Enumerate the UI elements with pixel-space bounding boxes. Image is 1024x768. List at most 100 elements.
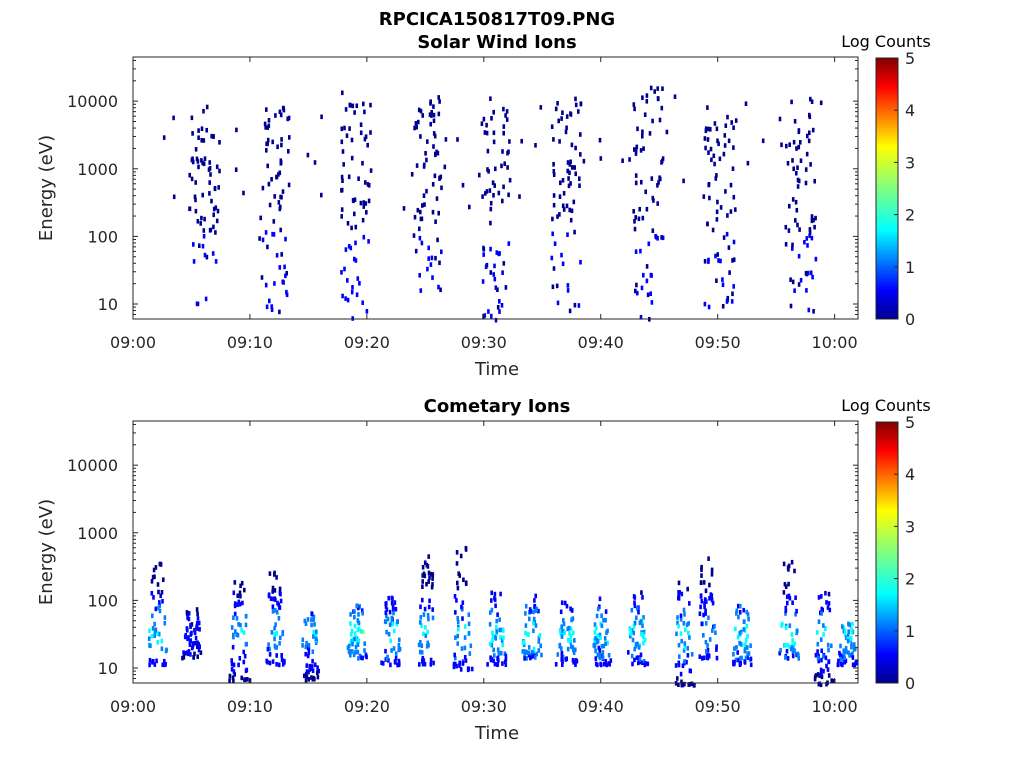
heatmap-cell	[240, 628, 243, 633]
heatmap-cell	[194, 208, 198, 214]
heatmap-cell	[784, 611, 787, 616]
heatmap-cell	[645, 206, 649, 212]
heatmap-cell	[273, 194, 276, 199]
heatmap-cell	[485, 122, 488, 128]
heatmap-cell	[202, 138, 206, 143]
heatmap-cell	[467, 612, 471, 617]
heatmap-cell	[827, 673, 831, 678]
heatmap-cell	[384, 601, 387, 607]
heatmap-cell	[601, 650, 605, 655]
heatmap-cell	[706, 647, 710, 653]
heatmap-cell	[715, 173, 718, 178]
heatmap-cell	[521, 640, 525, 646]
heatmap-cell	[634, 180, 638, 186]
heatmap-cell	[708, 637, 712, 642]
heatmap-cell	[704, 639, 708, 645]
heatmap-cell	[843, 655, 846, 660]
heatmap-cell	[314, 640, 318, 645]
heatmap-cell	[676, 620, 679, 626]
heatmap-cell	[593, 644, 597, 649]
heatmap-cell	[714, 176, 718, 181]
heatmap-cell	[678, 654, 681, 659]
heatmap-cell	[232, 615, 235, 620]
heatmap-cell	[502, 124, 506, 129]
heatmap-cell	[266, 163, 269, 169]
heatmap-cell	[498, 309, 501, 314]
heatmap-cell	[238, 656, 242, 661]
heatmap-cell	[560, 600, 564, 605]
heatmap-cell	[556, 300, 560, 306]
heatmap-cell	[784, 242, 788, 247]
heatmap-cell	[679, 631, 683, 636]
heatmap-cell	[632, 594, 636, 599]
heatmap-cell	[594, 625, 598, 631]
heatmap-cell	[550, 124, 554, 129]
heatmap-cell	[842, 648, 845, 653]
heatmap-cell	[356, 276, 360, 281]
heatmap-cell	[719, 258, 722, 264]
heatmap-cell	[791, 246, 794, 251]
heatmap-cell	[706, 105, 709, 110]
heatmap-cell	[848, 653, 851, 658]
heatmap-cell	[795, 170, 798, 176]
heatmap-cell	[490, 607, 494, 613]
heatmap-cell	[392, 628, 396, 634]
heatmap-cell	[675, 631, 678, 637]
axis-ticks: 09:00 09:10 09:20 09:30 09:40 09:50 10:0010100…	[67, 421, 858, 716]
heatmap-cell	[287, 149, 290, 154]
heatmap-cell	[194, 635, 198, 641]
heatmap-cell	[461, 600, 465, 605]
heatmap-cell	[340, 139, 344, 145]
heatmap-cell	[651, 228, 655, 233]
heatmap-cell	[194, 180, 197, 185]
heatmap-cell	[632, 209, 635, 214]
heatmap-cell	[735, 608, 739, 614]
heatmap-cell	[487, 169, 490, 174]
heatmap-cell	[388, 609, 392, 615]
heatmap-cell	[419, 108, 423, 114]
heatmap-cell	[205, 104, 209, 110]
heatmap-cell	[440, 249, 443, 255]
heatmap-cell	[786, 656, 790, 661]
heatmap-cell	[267, 123, 271, 129]
heatmap-cell	[841, 654, 844, 659]
heatmap-cell	[429, 262, 433, 267]
heatmap-cell	[160, 638, 164, 644]
heatmap-cell	[554, 106, 558, 112]
heatmap-cell	[384, 604, 388, 609]
heatmap-cell	[700, 573, 703, 578]
heatmap-cell	[721, 277, 724, 282]
heatmap-cell	[609, 658, 613, 663]
heatmap-cell	[305, 640, 308, 646]
heatmap-cell	[684, 627, 687, 632]
heatmap-cell	[456, 580, 459, 586]
heatmap-cell	[805, 236, 809, 241]
heatmap-cell	[159, 562, 163, 567]
heatmap-cell	[840, 662, 844, 668]
heatmap-cell	[148, 657, 152, 663]
heatmap-cell	[747, 651, 751, 656]
heatmap-cell	[646, 661, 650, 667]
heatmap-cell	[634, 147, 638, 153]
heatmap-cell	[557, 118, 560, 124]
heatmap-cell	[301, 643, 304, 648]
heatmap-cell	[359, 200, 363, 206]
heatmap-cell	[718, 156, 722, 162]
heatmap-cell	[791, 279, 795, 285]
heatmap-cell	[837, 658, 840, 664]
heatmap-cell	[422, 612, 426, 617]
heatmap-cell	[600, 644, 604, 649]
heatmap-cell	[600, 623, 604, 629]
heatmap-cell	[734, 657, 738, 663]
heatmap-cell	[341, 293, 344, 299]
heatmap-cell	[842, 629, 846, 634]
heatmap-cell	[633, 603, 637, 609]
heatmap-cell	[464, 658, 468, 663]
heatmap-cell	[649, 272, 653, 278]
heatmap-cell	[353, 256, 356, 262]
heatmap-cell	[301, 637, 305, 643]
heatmap-cell	[657, 180, 660, 185]
heatmap-cell	[148, 628, 151, 633]
heatmap-cell	[307, 642, 311, 648]
heatmap-cell	[851, 662, 855, 668]
